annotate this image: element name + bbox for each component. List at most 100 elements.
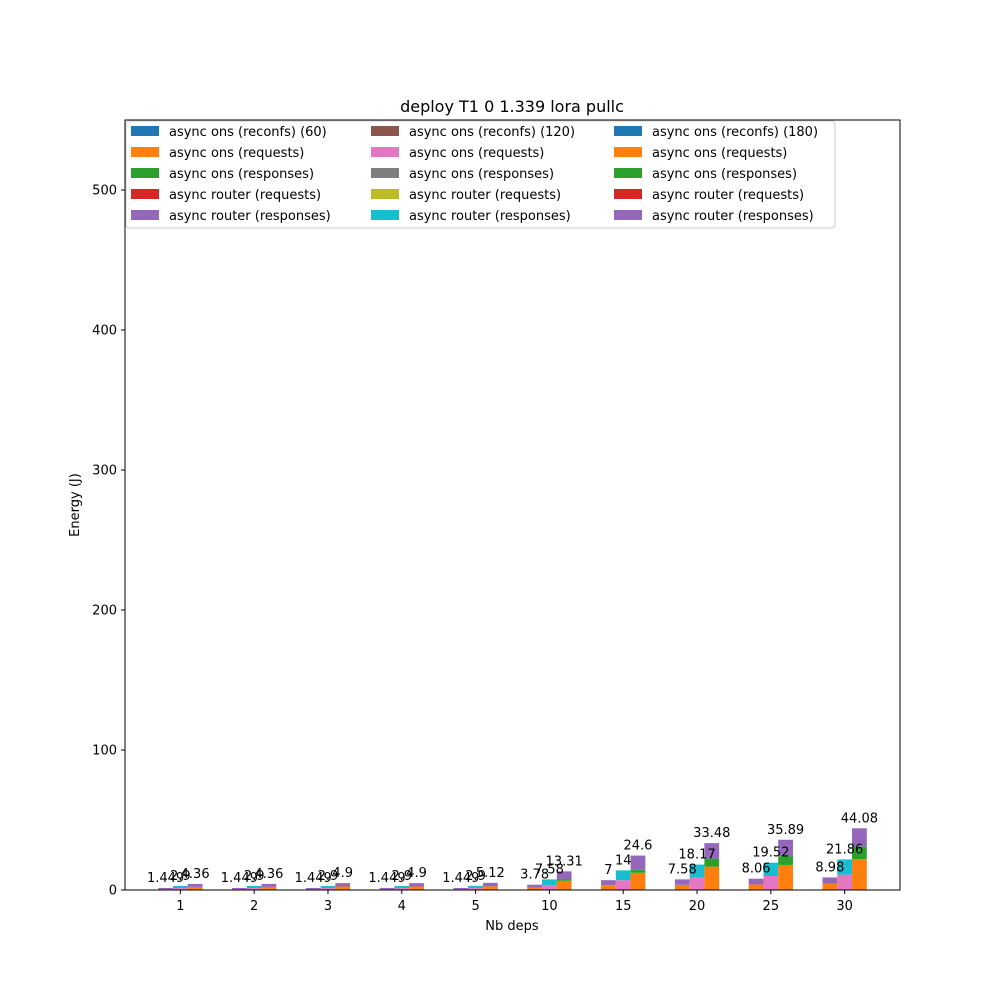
- legend-swatch: [614, 189, 642, 199]
- chart-title: deploy T1 0 1.339 lora pullc: [400, 97, 624, 116]
- total-label-120-3: 2.9: [318, 869, 339, 884]
- bar-180-1-s1: [187, 886, 203, 890]
- bar-180-10-s4: [556, 871, 572, 880]
- legend-swatch: [131, 210, 159, 220]
- total-label-120-2: 2.9: [244, 869, 265, 884]
- legend-entry-label: async router (requests): [652, 188, 804, 203]
- bar-120-10-s4: [542, 879, 557, 885]
- total-label-120-25: 19.52: [752, 846, 789, 861]
- total-label-60-30: 8.98: [815, 860, 844, 875]
- bar-120-1-s4: [172, 885, 188, 889]
- total-label-60-5: 1.449: [442, 871, 479, 886]
- y-tick-label: 100: [92, 744, 117, 759]
- bar-180-25-s1: [778, 864, 793, 890]
- bar-180-20-s1: [704, 866, 720, 890]
- legend-swatch: [614, 147, 642, 157]
- bar-180-10-s1: [556, 880, 572, 890]
- total-label-180-10: 13.31: [546, 854, 583, 869]
- bar-120-5-s1: [468, 888, 483, 890]
- bar-180-10-s2: [556, 879, 572, 881]
- legend-entry-label: async ons (requests): [169, 146, 304, 161]
- total-label-120-4: 2.9: [391, 869, 412, 884]
- bar-60-20-s4: [674, 879, 690, 885]
- bar-120-20-s4: [689, 864, 705, 878]
- x-tick-label: 30: [836, 899, 853, 914]
- legend-entry-label: async ons (responses): [169, 167, 314, 182]
- y-tick-label: 300: [92, 464, 117, 479]
- bar-120-25-s4: [763, 862, 779, 876]
- legend-swatch: [371, 147, 399, 157]
- bar-120-1-s1: [172, 888, 188, 890]
- bar-180-25-s4: [778, 839, 793, 857]
- bar-60-15-s4: [601, 880, 616, 886]
- bars-layer: [158, 828, 867, 890]
- legend-entry-label: async ons (reconfs) (60): [169, 125, 327, 140]
- bar-180-30-s2: [852, 846, 867, 860]
- bar-180-25-s2: [778, 856, 793, 865]
- legend-entry-label: async router (responses): [169, 209, 331, 224]
- bar-60-1-s4: [158, 887, 173, 890]
- bar-180-4-s1: [409, 886, 424, 890]
- y-axis: 0 100 200 300 400 500: [92, 184, 125, 899]
- bar-180-20-s4: [704, 843, 720, 859]
- bar-60-3-s4: [305, 887, 321, 890]
- bar-60-2-s4: [232, 887, 247, 890]
- bar-120-20-s1: [689, 877, 705, 890]
- plot-frame: [124, 119, 901, 891]
- x-tick-label: 5: [471, 899, 479, 914]
- bar-180-30-s1: [852, 859, 867, 890]
- x-tick-label: 20: [689, 899, 706, 914]
- total-label-180-5: 5.12: [476, 866, 505, 881]
- total-label-60-2: 1.449: [221, 871, 258, 886]
- x-tick-label: 2: [250, 899, 258, 914]
- legend-entry-label: async router (requests): [409, 188, 561, 203]
- total-label-60-20: 7.58: [668, 862, 697, 877]
- legend-swatch: [614, 126, 642, 136]
- total-label-60-4: 1.449: [368, 871, 405, 886]
- bar-60-25-s1: [748, 884, 764, 890]
- bar-180-2-s1: [261, 886, 277, 890]
- legend-swatch: [371, 168, 399, 178]
- legend-entry-label: async router (responses): [652, 209, 814, 224]
- bar-180-5-s1: [482, 886, 498, 890]
- total-label-180-1: 4.36: [181, 867, 210, 882]
- bar-180-3-s4: [335, 883, 351, 887]
- bar-120-4-s1: [394, 888, 410, 890]
- total-label-180-15: 24.6: [623, 839, 652, 854]
- total-label-180-2: 4.36: [254, 867, 283, 882]
- bar-180-30-s4: [852, 828, 867, 847]
- total-label-180-3: 4.9: [332, 866, 353, 881]
- x-axis: 1 2 3 4 5 10 15 20 25 30: [176, 890, 853, 914]
- x-tick-label: 25: [763, 899, 780, 914]
- total-label-60-1: 1.449: [147, 871, 184, 886]
- bar-120-15-s1: [615, 880, 631, 890]
- bar-120-5-s4: [468, 885, 483, 889]
- bar-60-10-s4: [527, 884, 543, 888]
- total-label-180-30: 44.08: [841, 811, 878, 826]
- total-label-120-20: 18.17: [678, 848, 715, 863]
- x-tick-label: 3: [324, 899, 332, 914]
- bar-60-5-s4: [453, 887, 469, 890]
- total-label-60-15: 7: [604, 863, 612, 878]
- y-tick-label: 400: [92, 324, 117, 339]
- y-axis-label: Energy (J): [68, 473, 83, 537]
- total-label-60-10: 3.78: [520, 868, 549, 883]
- x-axis-label: Nb deps: [485, 919, 539, 934]
- x-tick-label: 4: [398, 899, 406, 914]
- legend-swatch: [614, 210, 642, 220]
- legend-box: [125, 120, 836, 229]
- legend-entry-label: async ons (requests): [652, 146, 787, 161]
- bar-180-4-s4: [409, 883, 424, 887]
- legend-entry-label: async router (responses): [409, 209, 571, 224]
- bar-120-15-s4: [615, 870, 631, 881]
- bar-60-15-s1: [601, 885, 616, 890]
- total-label-120-10: 7.58: [535, 862, 564, 877]
- bar-120-3-s4: [320, 885, 336, 889]
- legend-swatch: [131, 189, 159, 199]
- bar-120-30-s1: [837, 874, 853, 890]
- total-label-120-1: 2.9: [170, 869, 191, 884]
- legend-entry-label: async ons (reconfs) (180): [652, 125, 818, 140]
- bar-120-2-s4: [246, 885, 262, 889]
- bar-180-15-s1: [630, 872, 646, 890]
